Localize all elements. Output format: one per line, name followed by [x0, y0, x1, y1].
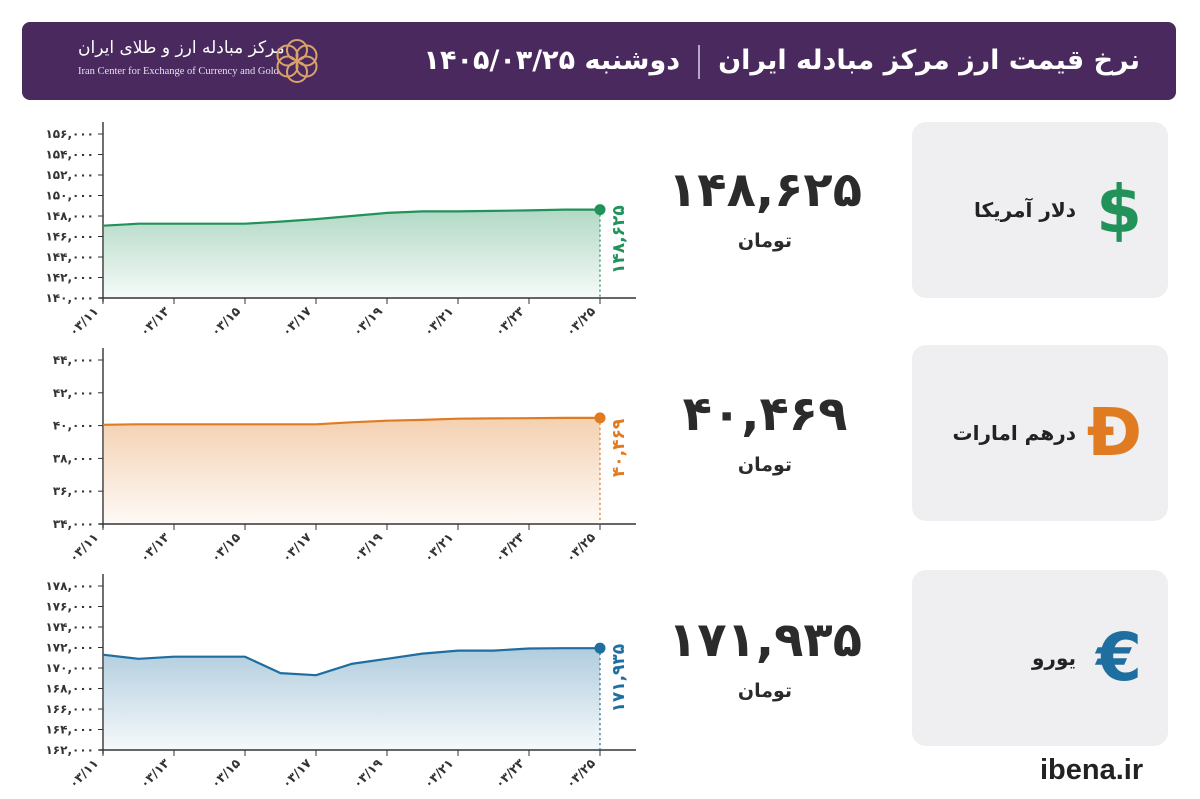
x-tick-label: ۰۳/۱۵: [208, 529, 244, 565]
y-tick-label: ۱۴۲,۰۰۰: [45, 271, 94, 285]
y-tick-label: ۱۵۴,۰۰۰: [45, 148, 94, 162]
title-text: نرخ قیمت ارز مرکز مبادله ایران: [718, 45, 1140, 76]
eur-card: یورو €: [912, 570, 1168, 746]
x-tick-label: ۰۳/۲۵: [563, 529, 599, 565]
euro-sign-icon: €: [1096, 619, 1142, 696]
y-tick-label: ۱۵۶,۰۰۰: [45, 127, 94, 141]
x-tick-label: ۰۳/۲۱: [421, 756, 456, 791]
x-tick-label: ۰۳/۱۳: [137, 303, 173, 339]
x-tick-label: ۰۳/۱۳: [137, 755, 173, 791]
series-line: [102, 208, 600, 227]
y-tick-label: ۱۶۲,۰۰۰: [45, 743, 94, 757]
dirham-sign-icon: Đ: [1086, 394, 1142, 471]
series-area: [103, 417, 600, 524]
y-tick-label: ۴۲,۰۰۰: [53, 386, 94, 400]
usd-card: دلار آمریکا $: [912, 122, 1168, 298]
x-tick-label: ۰۳/۱۵: [208, 755, 244, 791]
y-tick-label: ۱۵۲,۰۰۰: [45, 168, 94, 182]
usd-chart: ۱۴۰,۰۰۰ ۱۴۲,۰۰۰ ۱۴۴,۰۰۰ ۱۴۶,۰۰۰ ۱۴۸,۰۰۰ ۱۵۰,۰…: [45, 122, 636, 339]
last-value-label: ۱۴۸,۶۲۵: [609, 205, 629, 274]
logo: مرکز مبادله ارز و طلای ایران Iran Center…: [58, 34, 318, 88]
site-url: ibena.ir: [1040, 754, 1144, 786]
aed-value: ۴۰,۴۶۹: [682, 386, 848, 442]
y-tick-label: ۳۸,۰۰۰: [53, 451, 94, 465]
x-tick-label: ۰۳/۲۱: [421, 530, 456, 565]
last-data-point: [594, 204, 606, 216]
x-tick-label: ۰۳/۱۹: [350, 529, 386, 565]
page-title: نرخ قیمت ارز مرکز مبادله ایران دوشنبه ۱۴۰…: [424, 22, 1140, 100]
x-tick-label: ۰۳/۲۵: [563, 303, 599, 339]
usd-label: دلار آمریکا: [974, 198, 1076, 222]
x-tick-label: ۰۳/۱۱: [66, 756, 101, 791]
series-line: [102, 416, 600, 426]
header-banner: نرخ قیمت ارز مرکز مبادله ایران دوشنبه ۱۴۰…: [22, 22, 1176, 100]
y-tick-label: ۱۴۴,۰۰۰: [45, 250, 94, 264]
y-tick-label: ۱۶۴,۰۰۰: [45, 723, 94, 737]
x-tick-label: ۰۳/۱۷: [279, 303, 315, 339]
y-tick-label: ۴۰,۰۰۰: [53, 419, 94, 433]
y-tick-label: ۱۷۴,۰۰۰: [45, 620, 94, 634]
series-area: [103, 648, 600, 750]
y-tick-label: ۳۴,۰۰۰: [53, 517, 94, 531]
aed-card: درهم امارات Đ: [912, 345, 1168, 521]
y-tick-label: ۱۶۸,۰۰۰: [45, 682, 94, 696]
x-tick-label: ۰۳/۲۳: [492, 303, 528, 339]
x-tick-label: ۰۳/۱۹: [350, 755, 386, 791]
y-tick-label: ۱۴۰,۰۰۰: [45, 291, 94, 305]
last-data-point: [594, 412, 606, 424]
usd-value: ۱۴۸,۶۲۵: [667, 162, 862, 218]
dollar-sign-icon: $: [1096, 171, 1142, 248]
usd-unit: تومان: [737, 230, 793, 252]
x-tick-label: ۰۳/۱۵: [208, 303, 244, 339]
y-tick-label: ۱۷۰,۰۰۰: [45, 661, 94, 675]
eur-value: ۱۷۱,۹۳۵: [667, 612, 862, 668]
last-value-label: ۴۰,۴۶۹: [609, 418, 629, 477]
x-tick-label: ۰۳/۱۹: [350, 303, 386, 339]
eur-unit: تومان: [737, 680, 793, 702]
logo-persian-text: مرکز مبادله ارز و طلای ایران: [78, 38, 285, 58]
eur-chart: ۱۶۲,۰۰۰ ۱۶۴,۰۰۰ ۱۶۶,۰۰۰ ۱۶۸,۰۰۰ ۱۷۰,۰۰۰ ۱۷۲,۰…: [45, 574, 636, 791]
x-tick-label: ۰۳/۱۱: [66, 530, 101, 565]
x-tick-label: ۰۳/۱۱: [66, 304, 101, 339]
y-tick-label: ۱۷۲,۰۰۰: [45, 641, 94, 655]
aed-label: درهم امارات: [952, 421, 1076, 445]
aed-unit: تومان: [737, 454, 793, 476]
y-tick-label: ۱۵۰,۰۰۰: [45, 189, 94, 203]
y-tick-label: ۴۴,۰۰۰: [53, 353, 94, 367]
series-line: [102, 647, 600, 677]
x-tick-label: ۰۳/۱۷: [279, 755, 315, 791]
y-tick-label: ۱۴۸,۰۰۰: [45, 209, 94, 223]
y-tick-label: ۱۶۶,۰۰۰: [45, 702, 94, 716]
eur-label: یورو: [1032, 646, 1076, 670]
series-area: [103, 209, 600, 298]
x-tick-label: ۰۳/۱۳: [137, 529, 173, 565]
date-text: دوشنبه ۱۴۰۵/۰۳/۲۵: [423, 45, 681, 76]
title-divider: [698, 44, 701, 79]
y-tick-label: ۱۴۶,۰۰۰: [45, 230, 94, 244]
aed-chart: ۳۴,۰۰۰ ۳۶,۰۰۰ ۳۸,۰۰۰ ۴۰,۰۰۰ ۴۲,۰۰۰ ۴۴,۰۰۰ ۰۳/۱…: [53, 348, 636, 565]
y-tick-label: ۳۶,۰۰۰: [53, 484, 94, 498]
x-tick-label: ۰۳/۲۱: [421, 304, 456, 339]
x-tick-label: ۰۳/۱۷: [279, 529, 315, 565]
y-tick-label: ۱۷۶,۰۰۰: [45, 600, 94, 614]
y-tick-label: ۱۷۸,۰۰۰: [45, 579, 94, 593]
x-tick-label: ۰۳/۲۵: [563, 755, 599, 791]
x-tick-label: ۰۳/۲۳: [492, 755, 528, 791]
last-data-point: [594, 642, 606, 654]
x-tick-label: ۰۳/۲۳: [492, 529, 528, 565]
logo-english-text: Iran Center for Exchange of Currency and…: [78, 66, 279, 77]
last-value-label: ۱۷۱,۹۳۵: [609, 644, 629, 713]
logo-mark-icon: [276, 39, 318, 83]
